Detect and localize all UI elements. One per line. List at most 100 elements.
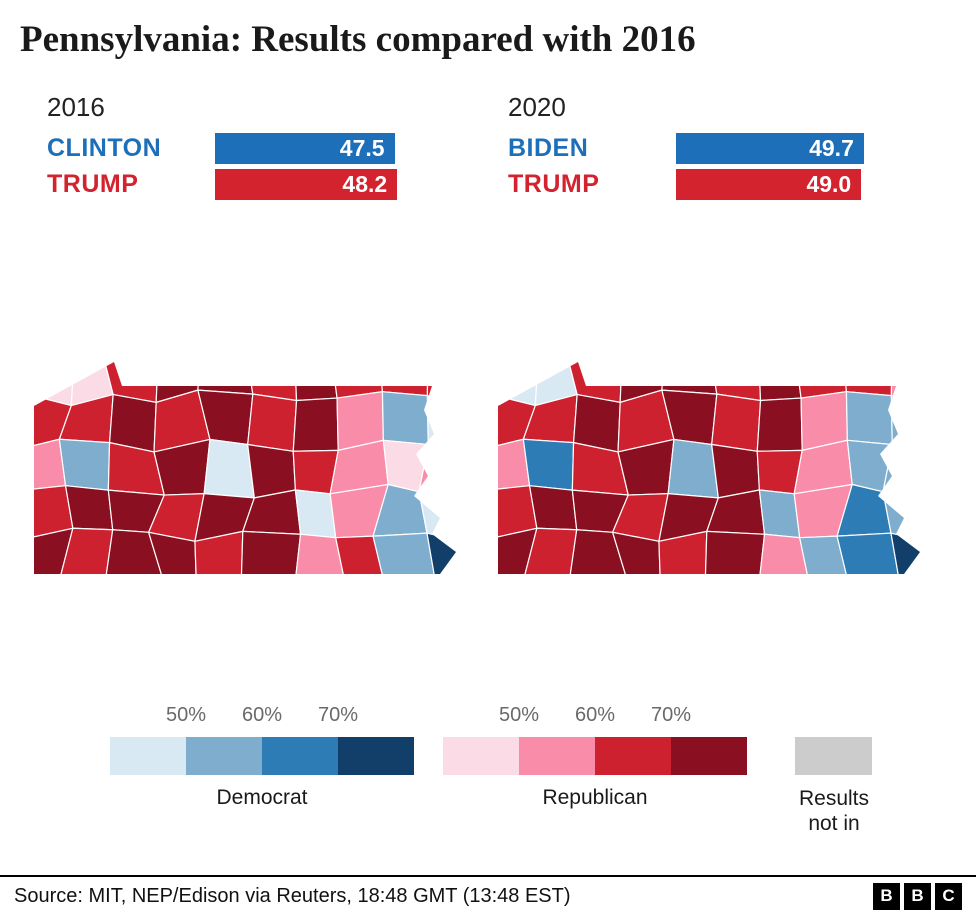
legend-swatch-r4 bbox=[671, 737, 747, 775]
county-cell bbox=[568, 529, 628, 574]
county-cell bbox=[572, 393, 621, 453]
result-bar-biden: 49.7 bbox=[676, 133, 864, 164]
legend-ticks-rep: 50% 60% 70% bbox=[443, 704, 747, 728]
result-row-trump-2020: TRUMP 49.0 bbox=[508, 169, 928, 200]
county-cell bbox=[890, 532, 920, 574]
map-2016-svg bbox=[34, 362, 456, 574]
legend-scale-democrat bbox=[110, 737, 414, 775]
bbc-logo-block-1: B bbox=[873, 882, 900, 910]
county-cell bbox=[64, 485, 114, 531]
results-panel-2016: 2016 CLINTON 47.5 TRUMP 48.2 bbox=[47, 92, 467, 205]
county-cell bbox=[426, 394, 456, 451]
result-bar-clinton: 47.5 bbox=[215, 133, 395, 164]
legend-label-republican: Republican bbox=[542, 786, 648, 809]
footer: Source: MIT, NEP/Edison via Reuters, 18:… bbox=[0, 875, 976, 915]
tick-50-rep: 50% bbox=[498, 704, 540, 726]
county-cell bbox=[611, 531, 662, 574]
county-cell bbox=[757, 362, 802, 402]
county-cell bbox=[524, 527, 578, 574]
county-cell bbox=[418, 443, 456, 498]
legend-scale-republican bbox=[443, 737, 747, 775]
page-title: Pennsylvania: Results compared with 2016 bbox=[20, 19, 696, 60]
tick-70-rep: 70% bbox=[650, 704, 692, 726]
result-row-biden: BIDEN 49.7 bbox=[508, 133, 928, 164]
candidate-name-biden: BIDEN bbox=[508, 134, 589, 162]
county-cell bbox=[798, 535, 850, 574]
county-cell bbox=[34, 527, 74, 574]
county-cell bbox=[845, 391, 893, 446]
county-cell bbox=[836, 532, 901, 574]
county-cell bbox=[710, 443, 761, 499]
county-cell bbox=[426, 362, 456, 401]
county-cell bbox=[842, 362, 893, 397]
legend-ticks-dem: 50% 60% 70% bbox=[110, 704, 414, 728]
tick-60-rep: 60% bbox=[574, 704, 616, 726]
county-cell bbox=[147, 531, 198, 574]
candidate-name-clinton: CLINTON bbox=[47, 134, 162, 162]
result-row-trump-2016: TRUMP 48.2 bbox=[47, 169, 467, 200]
county-cell bbox=[292, 397, 339, 452]
bbc-logo: B B C bbox=[873, 882, 962, 910]
county-cell bbox=[372, 532, 437, 574]
county-cell bbox=[661, 362, 718, 395]
county-cell bbox=[890, 362, 920, 401]
legend-swatch-d3 bbox=[262, 737, 338, 775]
bbc-logo-block-2: B bbox=[904, 882, 931, 910]
county-cell bbox=[711, 393, 762, 452]
county-cell bbox=[194, 530, 244, 574]
county-cell bbox=[794, 362, 848, 399]
county-cell bbox=[197, 362, 254, 395]
tick-60-dem: 60% bbox=[241, 704, 283, 726]
result-bar-trump-2016: 48.2 bbox=[215, 169, 398, 200]
county-cell bbox=[528, 485, 578, 531]
county-cell bbox=[245, 362, 298, 402]
tick-70-dem: 70% bbox=[317, 704, 359, 726]
candidate-name-trump-2020: TRUMP bbox=[508, 170, 600, 198]
county-cell bbox=[667, 438, 720, 499]
result-bar-trump-2020: 49.0 bbox=[676, 169, 862, 200]
county-cell bbox=[104, 529, 164, 574]
county-cell bbox=[203, 438, 256, 499]
county-cell bbox=[34, 362, 76, 407]
county-cell bbox=[756, 397, 803, 452]
map-2020 bbox=[492, 346, 928, 590]
result-value-trump-2020: 49.0 bbox=[806, 171, 852, 197]
county-cell bbox=[378, 362, 429, 397]
county-cell bbox=[246, 443, 297, 499]
result-value-clinton: 47.5 bbox=[339, 135, 385, 161]
year-label-2020: 2020 bbox=[508, 92, 566, 122]
bbc-logo-block-3: C bbox=[935, 882, 962, 910]
map-2016 bbox=[28, 346, 464, 590]
legend-label-not-in: Results not in bbox=[798, 787, 870, 836]
source-attribution: Source: MIT, NEP/Edison via Reuters, 18:… bbox=[14, 884, 571, 907]
county-cell bbox=[247, 393, 298, 452]
legend-swatch-r2 bbox=[519, 737, 595, 775]
legend-swatch-d4 bbox=[338, 737, 414, 775]
county-cell bbox=[334, 535, 386, 574]
map-2020-svg bbox=[498, 362, 920, 574]
legend-swatch-r1 bbox=[443, 737, 519, 775]
tick-50-dem: 50% bbox=[165, 704, 207, 726]
county-cell bbox=[426, 532, 456, 574]
county-cell bbox=[108, 393, 157, 453]
county-cell bbox=[758, 533, 810, 574]
county-cell bbox=[293, 362, 338, 402]
results-panel-2020: 2020 BIDEN 49.7 TRUMP 49.0 bbox=[508, 92, 928, 205]
county-cell bbox=[704, 530, 766, 574]
county-cell bbox=[498, 527, 538, 574]
county-cell bbox=[758, 489, 801, 539]
county-cell bbox=[240, 530, 302, 574]
candidate-name-trump-2016: TRUMP bbox=[47, 170, 139, 198]
county-cell bbox=[709, 362, 762, 402]
county-cell bbox=[381, 391, 429, 446]
county-cell bbox=[658, 530, 708, 574]
county-cell bbox=[58, 438, 111, 491]
county-cell bbox=[882, 443, 920, 498]
county-cell bbox=[498, 362, 540, 407]
result-row-clinton: CLINTON 47.5 bbox=[47, 133, 467, 164]
county-cell bbox=[294, 533, 346, 574]
legend-swatch-d1 bbox=[110, 737, 186, 775]
result-value-biden: 49.7 bbox=[809, 135, 854, 161]
county-cell bbox=[294, 489, 337, 539]
